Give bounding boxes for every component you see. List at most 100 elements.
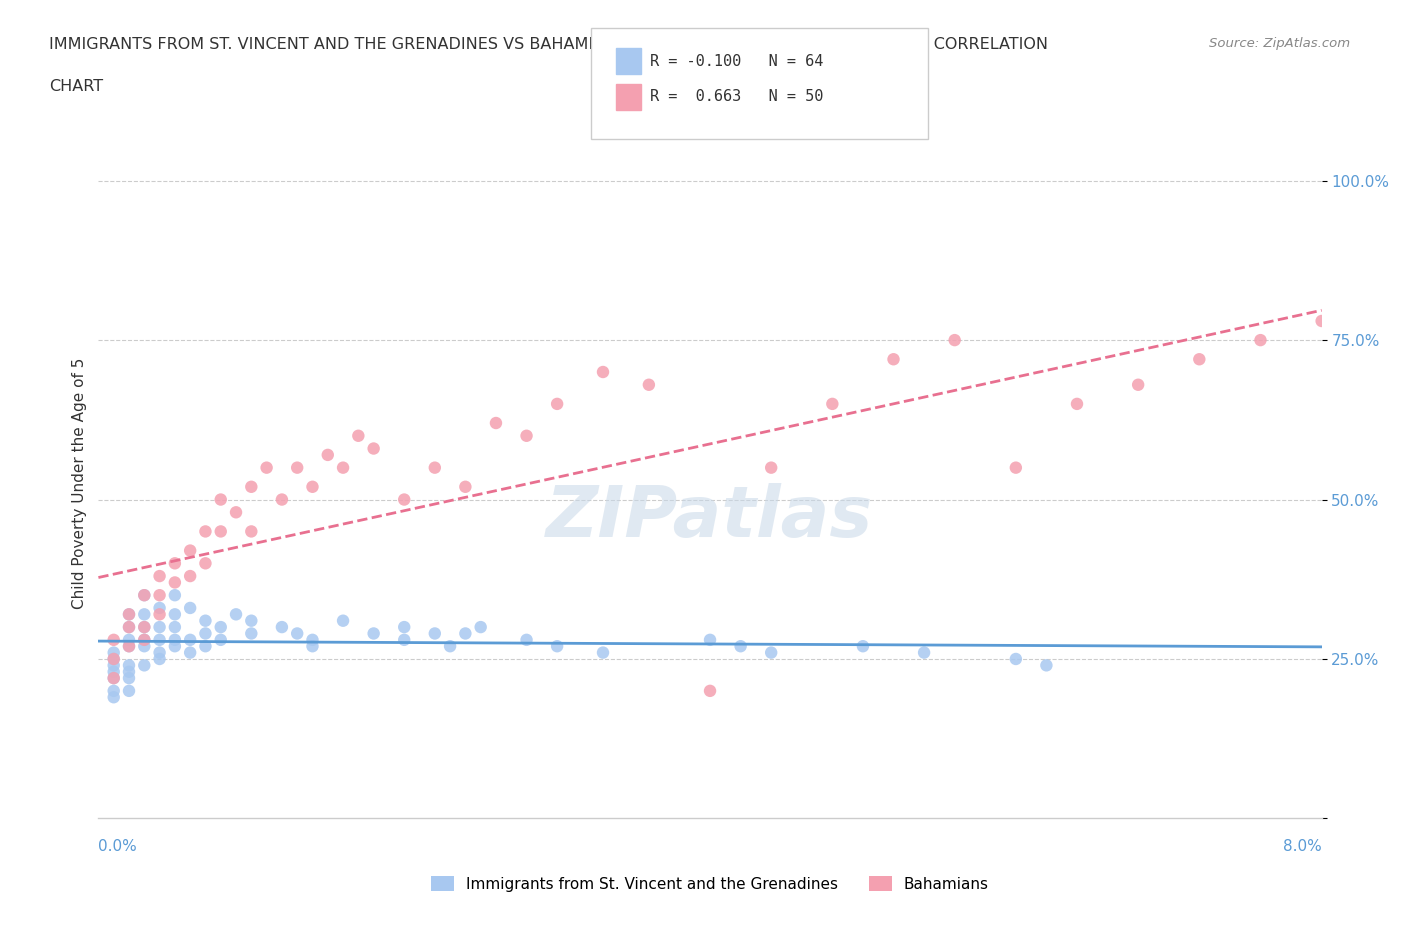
Point <box>103 632 125 647</box>
Text: CHART: CHART <box>49 79 103 94</box>
Point <box>209 524 232 538</box>
Point <box>943 333 966 348</box>
Point <box>118 607 141 622</box>
Point <box>759 460 782 475</box>
Point <box>1310 313 1333 328</box>
Point <box>103 652 125 667</box>
Point <box>149 568 172 583</box>
Point <box>134 619 156 634</box>
Point <box>285 626 308 641</box>
Point <box>301 479 323 494</box>
Point <box>392 619 416 634</box>
Point <box>240 613 263 628</box>
Point <box>118 619 141 634</box>
Point <box>363 626 385 641</box>
Point <box>240 626 263 641</box>
Point <box>118 632 141 647</box>
Point <box>194 556 217 571</box>
Point <box>103 671 125 685</box>
Point <box>1188 352 1211 366</box>
Point <box>912 645 935 660</box>
Point <box>163 575 186 590</box>
Text: IMMIGRANTS FROM ST. VINCENT AND THE GRENADINES VS BAHAMIAN CHILD POVERTY UNDER T: IMMIGRANTS FROM ST. VINCENT AND THE GREN… <box>49 37 1049 52</box>
Point <box>209 632 232 647</box>
Point <box>759 645 782 660</box>
Point <box>270 492 294 507</box>
Text: 8.0%: 8.0% <box>1282 839 1322 854</box>
Point <box>592 365 614 379</box>
Point <box>103 684 125 698</box>
Text: 0.0%: 0.0% <box>98 839 138 854</box>
Point <box>103 658 125 672</box>
Point <box>730 639 752 654</box>
Point <box>163 632 186 647</box>
Point <box>103 690 125 705</box>
Point <box>103 652 125 667</box>
Point <box>454 626 477 641</box>
Point <box>194 613 217 628</box>
Point <box>118 619 141 634</box>
Point <box>134 607 156 622</box>
Point <box>149 632 172 647</box>
Point <box>118 671 141 685</box>
Point <box>470 619 492 634</box>
Point <box>1035 658 1057 672</box>
Point <box>592 645 614 660</box>
Point <box>194 626 217 641</box>
Point <box>118 607 141 622</box>
Point <box>423 460 446 475</box>
Point <box>1004 652 1026 667</box>
Point <box>118 684 141 698</box>
Point <box>363 441 385 456</box>
Point <box>454 479 477 494</box>
Point <box>163 556 186 571</box>
Point <box>637 378 661 392</box>
Point <box>285 460 308 475</box>
Point <box>163 607 186 622</box>
Point <box>179 568 201 583</box>
Point <box>439 639 461 654</box>
Point <box>134 588 156 603</box>
Point <box>256 460 278 475</box>
Point <box>149 607 172 622</box>
Point <box>149 619 172 634</box>
Point <box>134 658 156 672</box>
Point <box>118 658 141 672</box>
Point <box>546 639 568 654</box>
Point <box>852 639 875 654</box>
Point <box>699 684 721 698</box>
Point <box>423 626 446 641</box>
Point <box>347 429 370 444</box>
Point <box>209 492 232 507</box>
Point <box>270 619 294 634</box>
Point <box>179 645 201 660</box>
Point <box>163 619 186 634</box>
Y-axis label: Child Poverty Under the Age of 5: Child Poverty Under the Age of 5 <box>72 358 87 609</box>
Point <box>301 639 323 654</box>
Point <box>1004 460 1026 475</box>
Point <box>103 645 125 660</box>
Point <box>392 632 416 647</box>
Text: R = -0.100   N = 64: R = -0.100 N = 64 <box>650 54 823 69</box>
Point <box>546 396 568 411</box>
Text: ZIPatlas: ZIPatlas <box>547 483 873 551</box>
Point <box>103 671 125 685</box>
Point <box>194 524 217 538</box>
Point <box>1066 396 1088 411</box>
Point <box>134 632 156 647</box>
Point <box>332 460 354 475</box>
Point <box>118 639 141 654</box>
Text: R =  0.663   N = 50: R = 0.663 N = 50 <box>650 89 823 104</box>
Point <box>179 632 201 647</box>
Point <box>883 352 905 366</box>
Point <box>332 613 354 628</box>
Point <box>516 429 538 444</box>
Point <box>134 588 156 603</box>
Point <box>163 588 186 603</box>
Point <box>163 639 186 654</box>
Point <box>209 619 232 634</box>
Point <box>225 505 247 520</box>
Point <box>240 479 263 494</box>
Point <box>118 664 141 679</box>
Point <box>1128 378 1150 392</box>
